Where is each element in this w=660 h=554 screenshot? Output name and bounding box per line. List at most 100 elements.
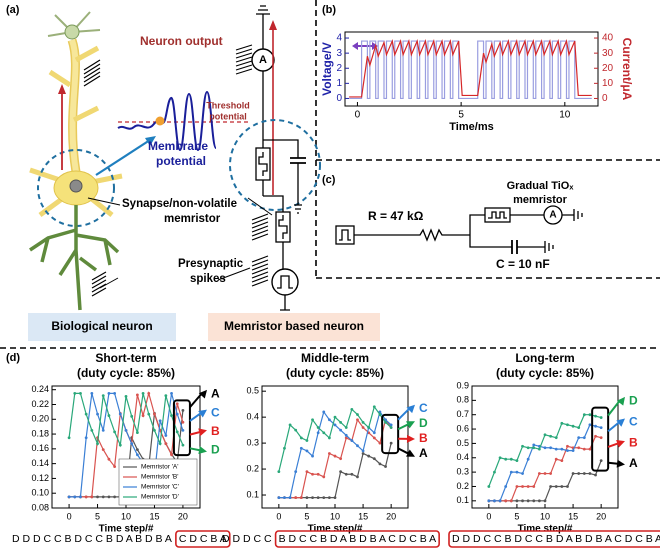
presynaptic-label: Presynaptic [178,258,244,270]
y-tick-label: 0.14 [31,458,49,468]
end-arrow-head [198,428,207,437]
point [181,428,185,432]
point [599,436,603,440]
end-arrow [607,442,620,448]
y-tick-label: 0.1 [246,489,259,499]
point [316,496,320,500]
point [532,485,536,488]
point [333,454,337,458]
point [118,443,122,447]
point [288,496,292,500]
point [384,465,387,468]
point [389,426,393,429]
point [526,499,530,503]
point [135,453,139,457]
point [153,412,156,416]
point [113,495,117,499]
point [322,475,326,479]
point [67,436,71,440]
point [599,459,603,463]
point [588,472,592,475]
point [294,470,298,474]
point [532,443,536,447]
point [560,459,564,463]
end-arrow-head [406,434,415,443]
x-tick-label: 0 [67,511,72,521]
end-arrow-head [406,421,415,429]
point [333,423,337,427]
point [504,499,508,503]
ammeter-label: A [259,54,267,66]
x-tick-label: 20 [178,511,188,521]
point [339,428,343,432]
point [277,496,281,500]
point [135,431,139,434]
point [521,499,524,503]
x-axis-label: Time step/# [518,524,573,535]
point [73,391,77,395]
y2-axis-label: Current/μA [620,38,634,101]
point [498,456,502,460]
y-tick-label: 0.2 [456,481,469,491]
memristor-label: memristor [513,194,568,206]
point [67,495,71,499]
point [384,420,387,424]
end-arrow [607,400,620,417]
end-label: D [211,443,220,457]
point [322,410,326,414]
point [107,414,111,417]
point [294,428,298,432]
plot-frame [261,385,409,509]
point [316,431,320,435]
end-arrow [189,430,202,436]
point [577,436,581,440]
point [101,394,105,398]
point [90,495,94,499]
point [153,428,156,432]
end-arrow [607,421,620,432]
x-tick-label: 15 [568,511,578,521]
point [361,420,365,424]
point [356,475,359,479]
panel-label: (a) [6,4,20,16]
chart-title: (duty cycle: 85%) [496,366,594,380]
x-tick-label: 10 [121,511,131,521]
bio-box-label: Biological neuron [51,319,152,333]
point [141,414,145,417]
point [135,448,139,451]
point [170,414,173,417]
point [588,413,592,417]
x-tick-label: 5 [458,110,464,121]
point [367,454,371,458]
point [101,495,105,499]
y-tick-label: 0.12 [31,473,49,483]
point [356,413,359,416]
y-tick-label: 2 [336,63,342,74]
point [333,415,337,419]
end-arrow-head [616,418,625,427]
y-tick-label: 0.16 [31,443,49,453]
point [577,472,581,475]
point [537,447,541,451]
point [566,485,569,488]
end-label: B [419,431,428,445]
x-tick-label: 20 [596,511,606,521]
point [487,485,491,488]
point [305,439,309,442]
point [113,430,117,434]
x-tick-label: 15 [358,511,368,521]
threshold-label: Threshold [206,100,250,110]
neuron-output-label: Neuron output [140,34,223,48]
end-label: B [211,424,220,438]
end-arrow [397,408,410,421]
ammeter-label: A [549,210,556,221]
y-tick-label: 0.08 [31,502,49,512]
point [521,472,524,475]
point [175,430,179,434]
point [113,391,117,395]
y-tick-label: 0.18 [31,428,49,438]
point [147,412,151,416]
point [79,495,82,499]
point [372,431,376,435]
